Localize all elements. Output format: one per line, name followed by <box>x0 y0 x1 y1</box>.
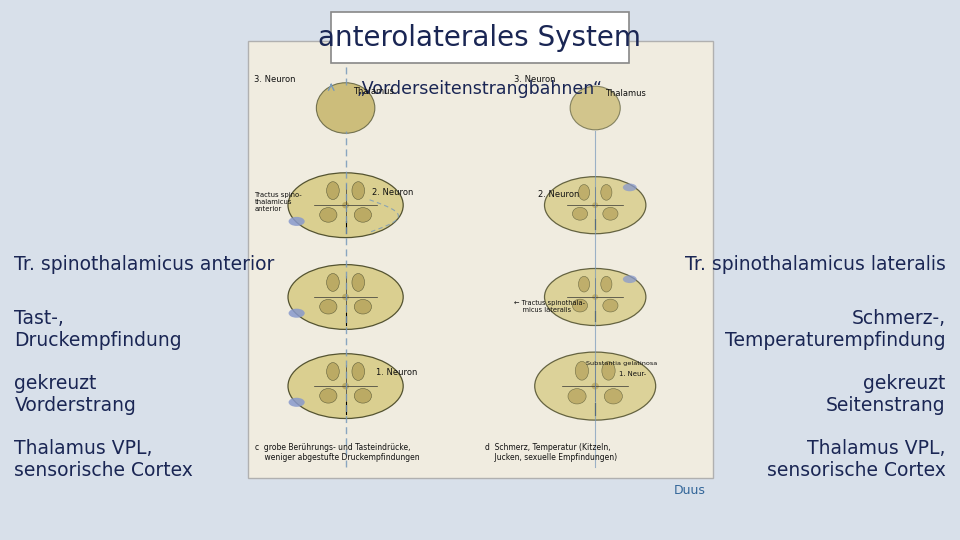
Text: 3. Neuron: 3. Neuron <box>254 75 296 84</box>
Ellipse shape <box>320 299 337 314</box>
Text: gekreuzt
Vorderstrang: gekreuzt Vorderstrang <box>14 374 136 415</box>
Circle shape <box>289 398 304 407</box>
Ellipse shape <box>579 185 589 200</box>
Text: „Vorderseitenstrangbahnen“: „Vorderseitenstrangbahnen“ <box>357 80 603 98</box>
Ellipse shape <box>354 207 372 222</box>
Text: anterolaterales System: anterolaterales System <box>319 24 641 52</box>
Text: ← Tractus spinothala-
    micus lateralis: ← Tractus spinothala- micus lateralis <box>514 300 585 313</box>
Ellipse shape <box>354 389 372 403</box>
Ellipse shape <box>575 361 588 380</box>
Ellipse shape <box>603 207 618 220</box>
Ellipse shape <box>601 185 612 200</box>
Circle shape <box>288 173 403 238</box>
Ellipse shape <box>591 383 599 389</box>
Text: Thalamus VPL,
sensorische Cortex: Thalamus VPL, sensorische Cortex <box>14 438 193 480</box>
Ellipse shape <box>352 363 365 380</box>
Text: 2. Neuron: 2. Neuron <box>372 188 414 198</box>
Ellipse shape <box>592 202 598 208</box>
Text: Tr. spinothalamicus anterior: Tr. spinothalamicus anterior <box>14 255 275 274</box>
Ellipse shape <box>604 389 622 404</box>
Text: 1. Neur-: 1. Neur- <box>619 372 646 377</box>
Circle shape <box>288 354 403 418</box>
Text: d  Schmerz, Temperatur (Kitzeln,
    Jucken, sexuelle Empfindungen): d Schmerz, Temperatur (Kitzeln, Jucken, … <box>485 443 617 462</box>
Ellipse shape <box>354 299 372 314</box>
Circle shape <box>535 352 656 420</box>
Text: Tast-,
Druckempfindung: Tast-, Druckempfindung <box>14 309 182 350</box>
Ellipse shape <box>320 207 337 222</box>
Text: 1. Neuron: 1. Neuron <box>376 368 418 377</box>
Text: gekreuzt
Seitenstrang: gekreuzt Seitenstrang <box>826 374 946 415</box>
Circle shape <box>623 184 636 191</box>
Ellipse shape <box>342 202 349 208</box>
Ellipse shape <box>326 273 339 291</box>
Text: 2. Neuron: 2. Neuron <box>538 190 579 199</box>
Ellipse shape <box>570 86 620 130</box>
Circle shape <box>289 217 304 226</box>
Ellipse shape <box>601 276 612 292</box>
Ellipse shape <box>342 383 349 389</box>
Text: Duus: Duus <box>673 484 706 497</box>
Circle shape <box>289 309 304 318</box>
Ellipse shape <box>352 273 365 291</box>
Text: Tr. spinothalamicus lateralis: Tr. spinothalamicus lateralis <box>684 255 946 274</box>
Text: Thalamus: Thalamus <box>353 87 395 97</box>
Ellipse shape <box>352 181 365 200</box>
Text: c  grobe Berührungs- und Tasteindrücke,
    weniger abgestufte Druckempfindungen: c grobe Berührungs- und Tasteindrücke, w… <box>255 443 420 462</box>
Text: 3. Neuron: 3. Neuron <box>514 75 555 84</box>
Text: Substantia gelatinosa: Substantia gelatinosa <box>586 361 657 366</box>
Circle shape <box>623 275 636 283</box>
Ellipse shape <box>568 389 587 404</box>
FancyBboxPatch shape <box>248 40 713 478</box>
Ellipse shape <box>326 363 339 380</box>
Text: Schmerz-,
Temperaturempfindung: Schmerz-, Temperaturempfindung <box>725 309 946 350</box>
Ellipse shape <box>579 276 589 292</box>
Ellipse shape <box>342 294 349 300</box>
Text: Thalamus: Thalamus <box>605 89 646 98</box>
Ellipse shape <box>572 207 588 220</box>
Circle shape <box>544 268 646 326</box>
Ellipse shape <box>317 83 374 133</box>
Text: Tractus spino-
thalamicus
anterior: Tractus spino- thalamicus anterior <box>254 192 302 212</box>
Ellipse shape <box>603 299 618 312</box>
Text: Thalamus VPL,
sensorische Cortex: Thalamus VPL, sensorische Cortex <box>767 438 946 480</box>
Circle shape <box>544 177 646 234</box>
Circle shape <box>288 265 403 329</box>
Ellipse shape <box>320 389 337 403</box>
Ellipse shape <box>572 299 588 312</box>
Ellipse shape <box>602 361 615 380</box>
Ellipse shape <box>592 294 598 300</box>
FancyBboxPatch shape <box>331 12 629 63</box>
Ellipse shape <box>326 181 339 200</box>
